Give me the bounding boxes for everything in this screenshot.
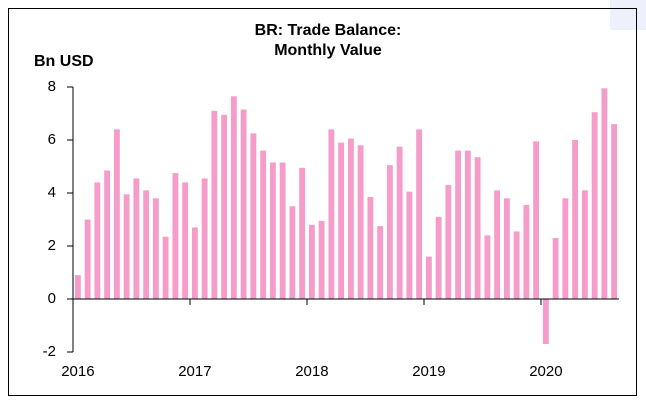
bar: [299, 167, 306, 299]
y-tick-label: -2: [43, 343, 56, 360]
bar: [416, 129, 423, 299]
bar: [152, 198, 159, 299]
bar: [308, 224, 315, 299]
bar: [182, 182, 189, 299]
bar: [84, 219, 91, 299]
chart-frame: [8, 8, 637, 396]
bar: [328, 129, 335, 299]
bar: [269, 162, 276, 299]
x-tick-label: 2016: [61, 363, 94, 380]
bar: [133, 178, 140, 299]
chart-title: BR: Trade Balance:: [255, 22, 402, 39]
x-tick-label: 2017: [178, 363, 211, 380]
y-tick-label: 0: [48, 290, 56, 307]
bar: [464, 150, 471, 299]
bar: [581, 190, 588, 299]
bar: [113, 129, 120, 299]
y-axis-label: Bn USD: [34, 53, 94, 70]
chart-title: Monthly Value: [274, 42, 382, 59]
bar: [143, 190, 150, 299]
bar: [572, 140, 579, 299]
bar: [533, 141, 540, 299]
bar: [289, 206, 296, 299]
bar: [74, 275, 81, 299]
bar: [455, 150, 462, 299]
x-tick-label: 2018: [295, 363, 328, 380]
bar: [123, 194, 130, 299]
bar: [552, 238, 559, 299]
bar: [523, 204, 530, 299]
bar: [172, 173, 179, 299]
bar: [279, 162, 286, 299]
bar: [435, 216, 442, 299]
y-tick-label: 4: [48, 184, 56, 201]
bar: [211, 110, 218, 299]
bar: [386, 165, 393, 299]
y-tick-label: 6: [48, 131, 56, 148]
bar: [503, 198, 510, 299]
y-tick-label: 2: [48, 237, 56, 254]
bar: [94, 182, 101, 299]
bar: [513, 231, 520, 299]
bar: [406, 191, 413, 299]
bar: [318, 220, 325, 299]
bar: [542, 299, 549, 345]
bar: [162, 236, 169, 299]
bar: [591, 112, 598, 299]
x-tick-label: 2019: [412, 363, 445, 380]
bar: [104, 170, 111, 299]
bar: [230, 96, 237, 300]
x-tick-label: 2020: [529, 363, 562, 380]
bar: [474, 157, 481, 299]
bar: [494, 190, 501, 299]
bar: [425, 256, 432, 299]
bar: [601, 88, 608, 299]
bar: [250, 133, 257, 299]
bar: [191, 227, 198, 299]
bar: [396, 146, 403, 299]
bar: [357, 145, 364, 299]
bar: [445, 185, 452, 299]
bar: [377, 226, 384, 299]
bar: [611, 124, 618, 299]
bar: [367, 196, 374, 299]
bar: [240, 109, 247, 300]
bar: [484, 235, 491, 299]
bar: [201, 178, 208, 299]
bar: [221, 114, 228, 299]
bar: [562, 198, 569, 299]
bar: [260, 150, 267, 299]
bar: [338, 142, 345, 299]
bar: [347, 138, 354, 299]
corner-shade: [610, 0, 646, 30]
y-tick-label: 8: [48, 78, 56, 95]
